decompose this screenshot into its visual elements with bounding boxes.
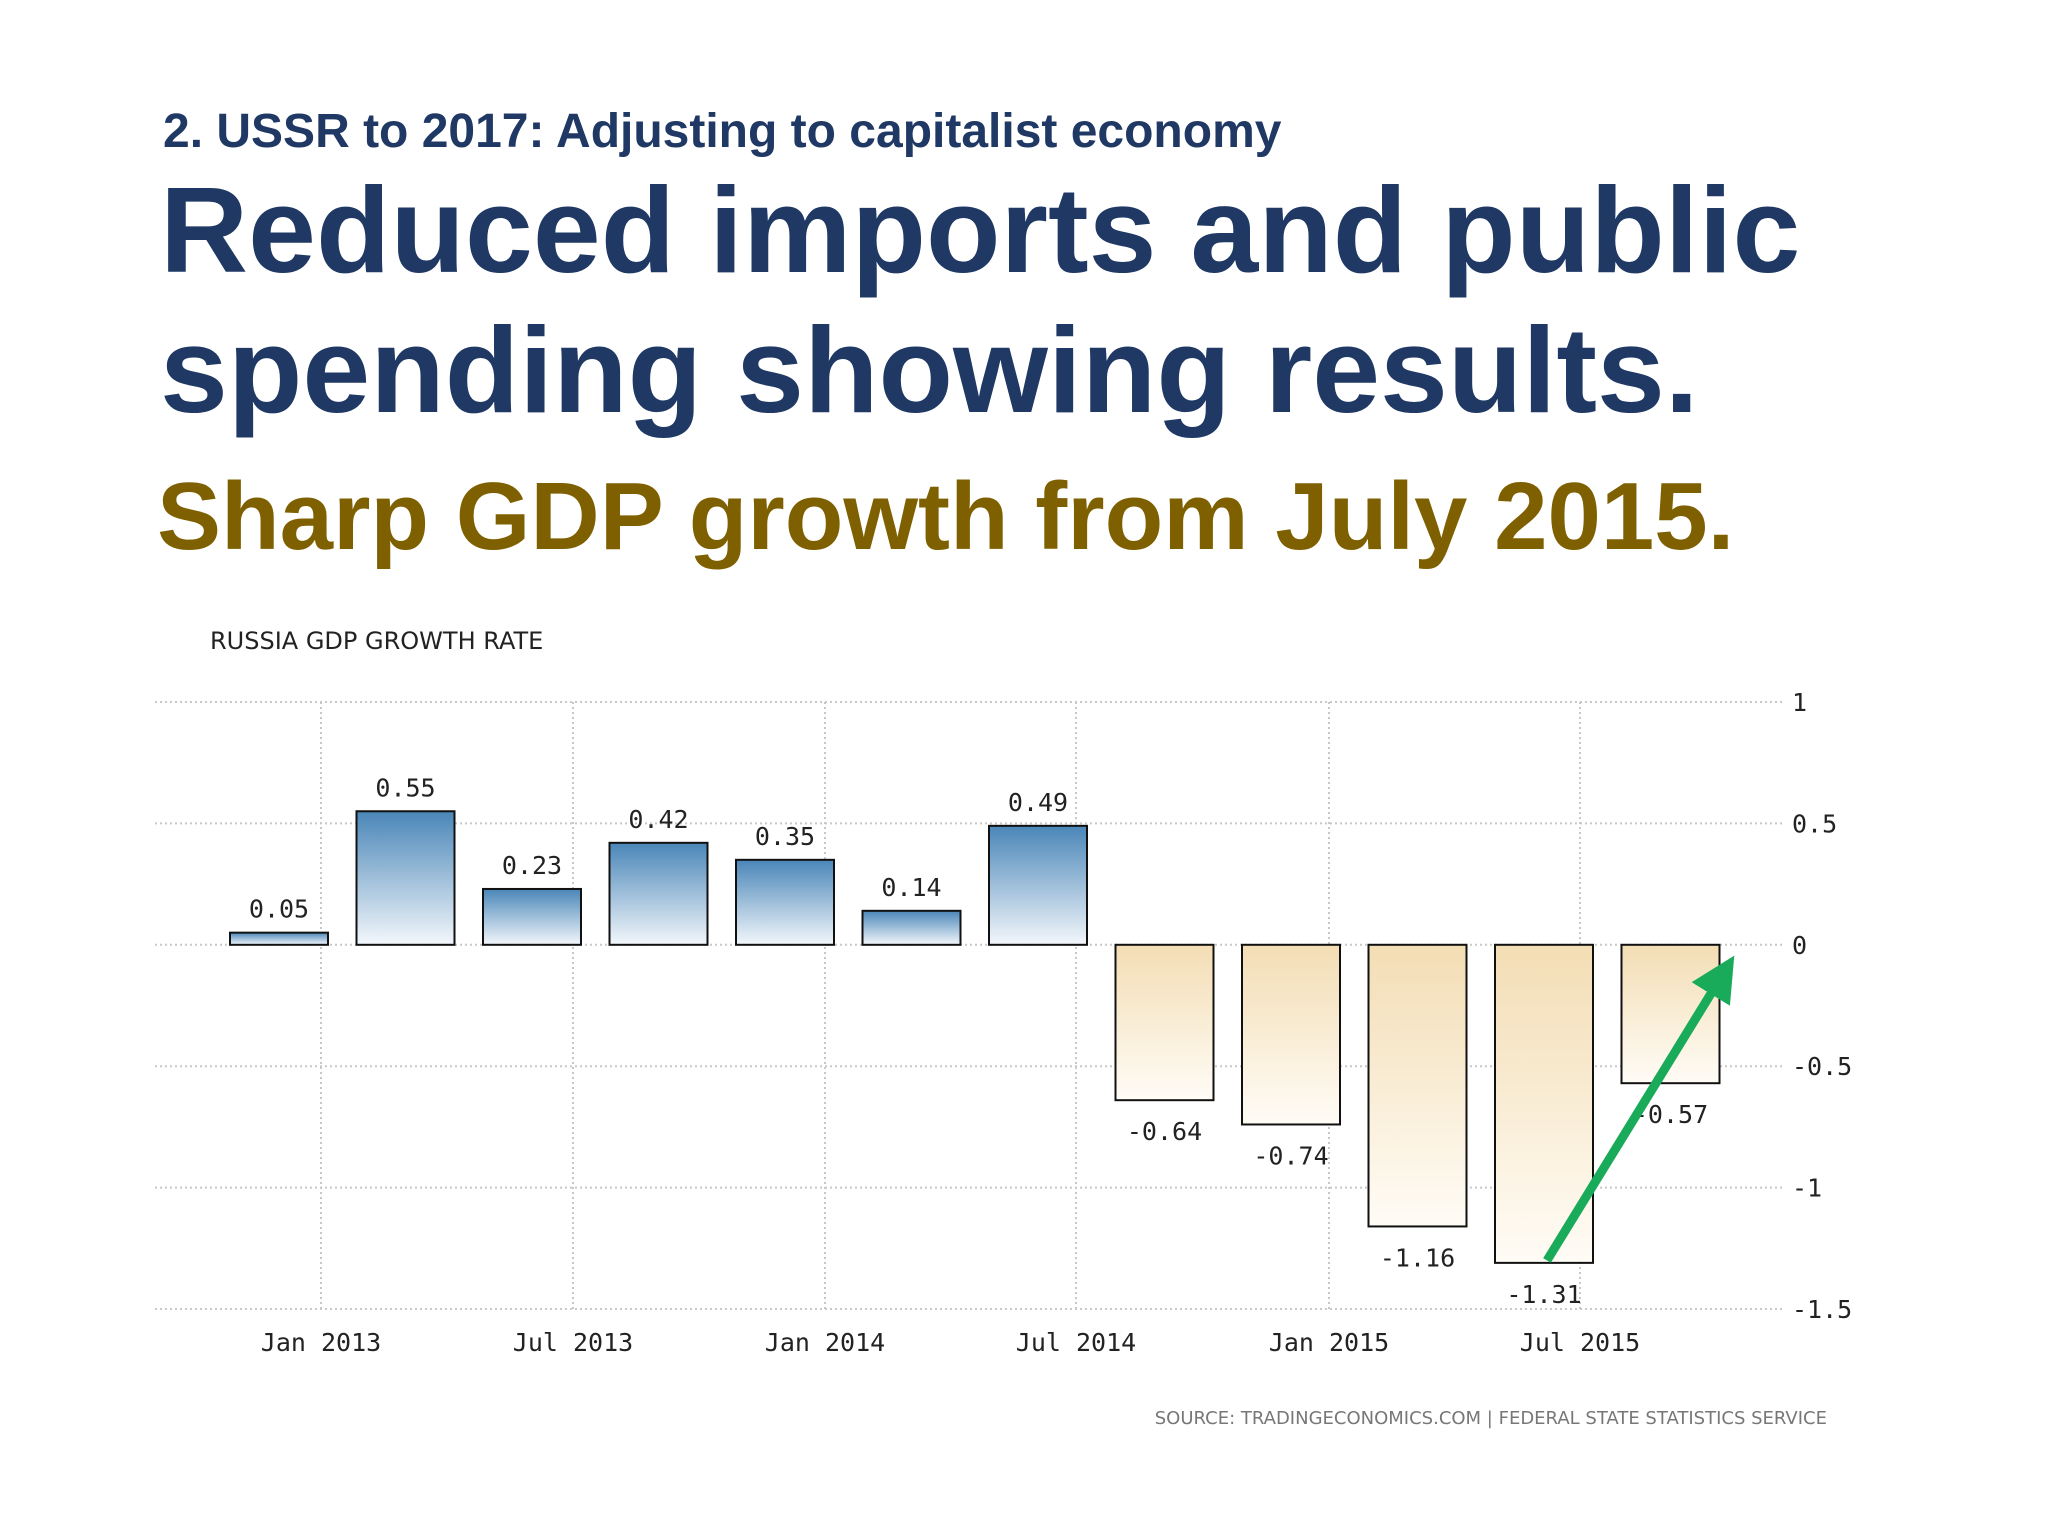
bar [735, 858, 835, 946]
chart-source: SOURCE: TRADINGECONOMICS.COM | FEDERAL S… [1155, 1408, 1827, 1429]
y-tick-label: 1 [1792, 688, 1807, 717]
chart-bars [229, 810, 1721, 1264]
x-tick-label: Jul 2014 [1016, 1328, 1136, 1357]
bar [482, 887, 582, 946]
chart-data-labels: 0.05 0.55 0.23 0.42 0.35 0.14 0.49 -0.64 -0.74 -1… [249, 773, 1708, 1309]
chart-annotation [1543, 955, 1735, 1263]
data-label: 0.05 [249, 895, 309, 924]
data-label: 0.49 [1008, 788, 1068, 817]
y-tick-label: -1.5 [1792, 1295, 1852, 1324]
bar [229, 931, 329, 946]
chart-title: RUSSIA GDP GROWTH RATE [210, 627, 543, 655]
data-label: 0.35 [755, 822, 815, 851]
bar [608, 841, 709, 946]
growth-arrow [1543, 955, 1735, 1263]
data-label: -0.74 [1253, 1141, 1328, 1170]
y-tick-label: -1 [1792, 1174, 1822, 1203]
bar [988, 824, 1088, 946]
gdp-growth-chart: RUSSIA GDP GROWTH RATE 0.050.550.230.420… [155, 627, 1852, 1429]
y-tick-label: 0 [1792, 931, 1807, 960]
x-tick-label: Jan 2015 [1269, 1328, 1389, 1357]
x-tick-label: Jul 2013 [513, 1328, 633, 1357]
bar [1114, 943, 1215, 1102]
data-label: 0.55 [375, 773, 435, 802]
slide-subhead: Sharp GDP growth from July 2015. [157, 463, 1735, 570]
data-label: 0.14 [881, 873, 941, 902]
data-label: 0.23 [502, 851, 562, 880]
data-label: -1.31 [1506, 1280, 1581, 1309]
slide-headline: Reduced imports and public spending show… [160, 162, 1801, 438]
x-tick-label: Jan 2013 [261, 1328, 381, 1357]
data-label: -1.16 [1380, 1243, 1455, 1272]
y-tick-label: 0.5 [1792, 809, 1837, 838]
bar [861, 909, 962, 946]
bar [1241, 943, 1341, 1126]
chart-axes: 1 0.5 0 -0.5 -1 -1.5 Jan 2013 Jul 2013 Jan 2014 J… [261, 688, 1852, 1357]
y-tick-label: -0.5 [1792, 1052, 1852, 1081]
slide-kicker: 2. USSR to 2017: Adjusting to capitalist… [163, 105, 1282, 158]
data-label: 0.42 [628, 805, 688, 834]
x-tick-label: Jul 2015 [1520, 1328, 1640, 1357]
bar [1367, 943, 1468, 1228]
bar [355, 810, 456, 946]
x-tick-label: Jan 2014 [765, 1328, 885, 1357]
data-label: -0.64 [1127, 1117, 1202, 1146]
